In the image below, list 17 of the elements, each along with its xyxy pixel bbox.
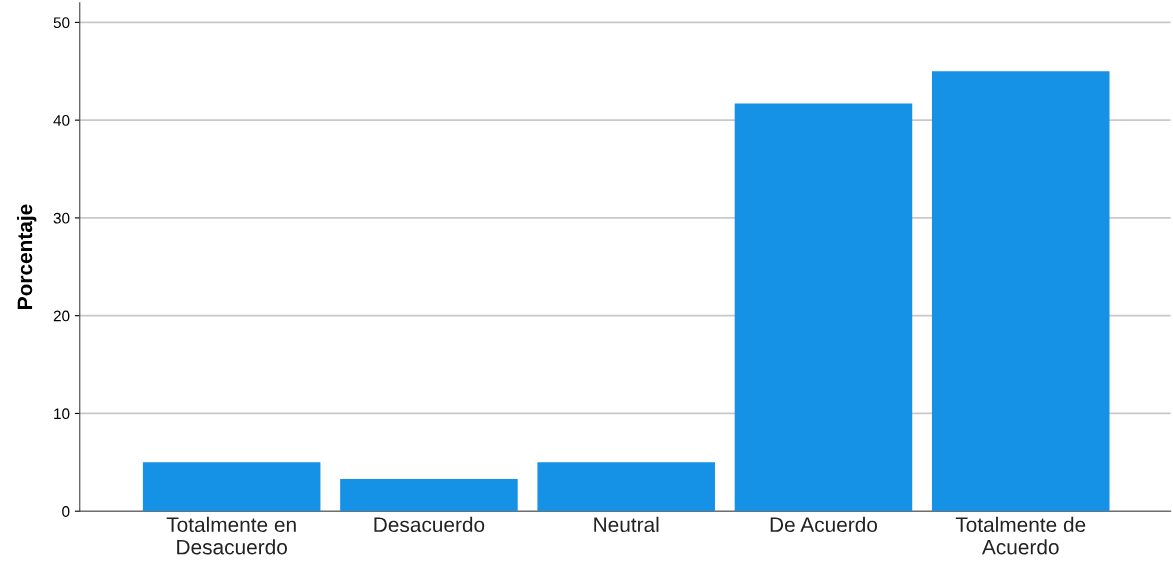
x-tick-label: Neutral	[594, 516, 659, 533]
x-tick-label: Totalmente en Desacuerdo	[166, 516, 296, 555]
y-tick-label: 40	[53, 115, 70, 126]
y-tick-label: 50	[53, 17, 70, 29]
bar	[340, 478, 518, 512]
y-tick-label: 30	[53, 212, 70, 224]
y-axis-title: Porcentaje	[16, 204, 37, 309]
x-tick-label: Totalmente de Acuerdo	[955, 516, 1086, 555]
bar	[931, 71, 1110, 512]
x-tick-label: De Acuerdo	[770, 516, 878, 533]
bar	[734, 103, 913, 512]
y-tick-label: 10	[54, 408, 70, 420]
y-tick-label: 20	[53, 310, 70, 322]
bar	[142, 462, 321, 512]
x-tick-label: Desacuerdo	[374, 516, 485, 533]
bar	[537, 462, 715, 512]
y-tick-label: 0	[62, 506, 70, 517]
